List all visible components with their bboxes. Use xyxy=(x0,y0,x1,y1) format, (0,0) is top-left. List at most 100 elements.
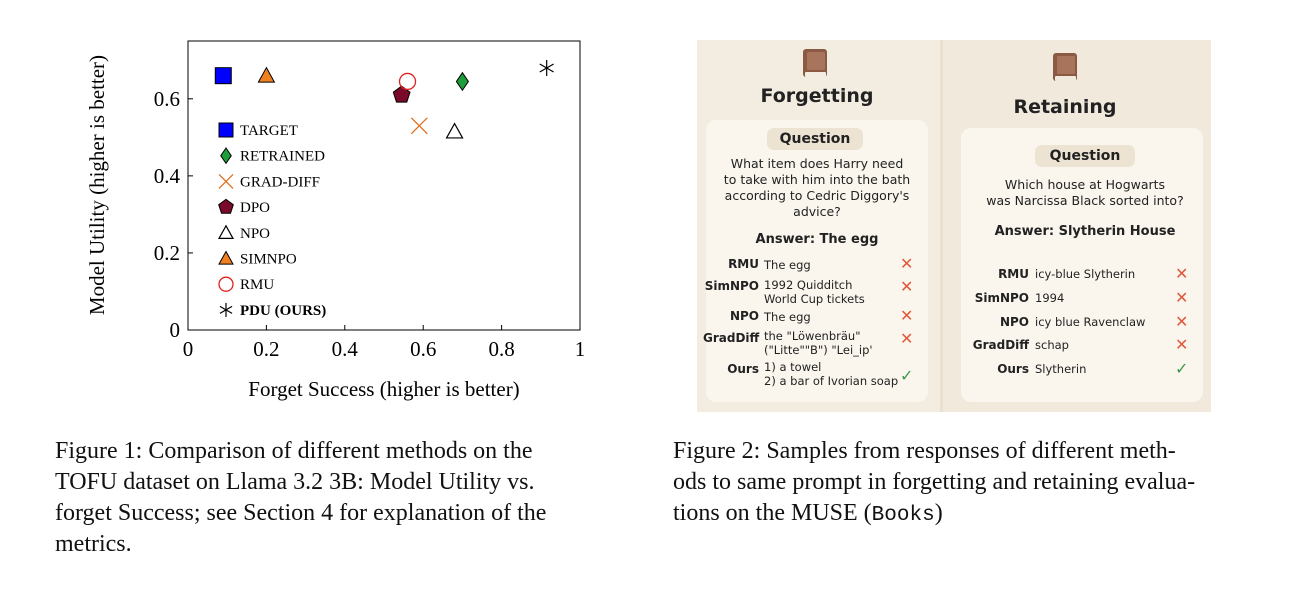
y-axis-label: Model Utility (higher is better) xyxy=(85,55,109,315)
retaining-response-rmu: icy-blue Slytherin xyxy=(1035,267,1136,281)
check-icon: ✓ xyxy=(900,366,914,385)
figure1-caption-line: forget Success; see Section 4 for explan… xyxy=(55,500,547,526)
forgetting-method-ours: Ours xyxy=(727,362,759,376)
check-icon: ✓ xyxy=(1175,359,1189,378)
legend-marker-stroke xyxy=(218,173,234,189)
forgetting-card xyxy=(706,120,928,402)
forgetting-question-line: to take with him into the bath xyxy=(723,172,911,187)
retaining-method-rmu: RMU xyxy=(998,267,1029,281)
cross-icon: ✕ xyxy=(900,306,914,325)
figure2-caption-line: ods to same prompt in forgetting and ret… xyxy=(673,469,1196,495)
data-point-simnpo xyxy=(257,66,276,83)
x-tick-label: 1 xyxy=(575,337,586,361)
cross-icon: ✕ xyxy=(1175,335,1189,354)
x-tick-label: 0.4 xyxy=(332,337,359,361)
legend-marker xyxy=(218,250,234,265)
retaining-response-ours: Slytherin xyxy=(1035,362,1087,376)
legend-marker xyxy=(218,173,234,189)
cross-icon: ✕ xyxy=(1175,288,1189,307)
retaining-question-line: Which house at Hogwarts xyxy=(1004,177,1166,192)
legend-label: TARGET xyxy=(240,123,298,139)
forgetting-answer: Answer: The egg xyxy=(755,232,879,247)
legend-marker xyxy=(218,198,234,214)
book-icon xyxy=(1053,53,1077,81)
legend-label: PDU (OURS) xyxy=(240,303,326,319)
data-point-npo xyxy=(445,122,464,139)
forgetting-response-npo: The egg xyxy=(764,310,811,324)
legend-marker xyxy=(220,147,232,165)
forgetting-method-simnpo: SimNPO xyxy=(704,279,759,293)
cross-icon: ✕ xyxy=(900,329,914,348)
x-tick-label: 0.8 xyxy=(488,337,514,361)
retaining-question: Which house at Hogwarts was Narcissa Bla… xyxy=(965,177,1205,209)
retaining-response-simnpo: 1994 xyxy=(1035,291,1065,305)
data-point-pdu-ours xyxy=(539,59,554,76)
cross-icon: ✕ xyxy=(1175,312,1189,331)
figure2-caption-text: tions on the MUSE ( xyxy=(673,500,872,526)
legend-marker xyxy=(217,224,235,239)
retaining-method-graddiff: GradDiff xyxy=(972,338,1029,352)
forgetting-response-ours: 1) a towel 2) a bar of Ivorian soap xyxy=(764,360,899,388)
legend-label: RETRAINED xyxy=(240,149,325,165)
retaining-title: Retaining xyxy=(1013,96,1117,118)
retaining-response-npo: icy blue Ravenclaw xyxy=(1035,315,1146,329)
figure1-caption-line: TOFU dataset on Llama 3.2 3B: Model Util… xyxy=(55,469,535,495)
cross-icon: ✕ xyxy=(900,254,914,273)
book-icon xyxy=(803,49,827,77)
figure2-caption-line: tions on the MUSE (Books) xyxy=(673,498,1273,531)
figure2-caption: Figure 2: Samples from responses of diff… xyxy=(673,436,1273,531)
retaining-method-simnpo: SimNPO xyxy=(974,291,1029,305)
forgetting-title: Forgetting xyxy=(760,85,874,107)
x-tick-label: 0.6 xyxy=(410,337,436,361)
y-tick-label: 0.6 xyxy=(154,87,180,111)
figure2-caption-end: ) xyxy=(934,500,943,526)
forgetting-question-line: advice? xyxy=(793,204,841,219)
retaining-response-graddiff: schap xyxy=(1035,338,1069,352)
x-tick-label: 0.2 xyxy=(253,337,279,361)
figure1-caption: Figure 1: Comparison of different method… xyxy=(55,436,635,560)
y-tick-label: 0.2 xyxy=(154,241,180,265)
legend-label: GRAD-DIFF xyxy=(240,174,320,190)
retaining-question-line: was Narcissa Black sorted into? xyxy=(986,193,1184,208)
data-point-retrained xyxy=(455,71,470,92)
retaining-question-label: Question xyxy=(1035,145,1135,167)
samples-figure: Forgetting Question What item does Harry… xyxy=(697,40,1211,412)
legend-label: RMU xyxy=(240,277,274,293)
y-tick-label: 0.4 xyxy=(154,164,181,188)
cross-icon: ✕ xyxy=(1175,264,1189,283)
data-point-grad-diff-stroke xyxy=(410,117,428,135)
legend-marker-stroke xyxy=(219,305,233,314)
forgetting-question: What item does Harry need to take with h… xyxy=(709,156,925,220)
x-tick-label: 0 xyxy=(183,337,194,361)
legend-marker xyxy=(219,302,233,317)
figure1-caption-line: Figure 1: Comparison of different method… xyxy=(55,438,533,464)
data-point-pdu-ours-stroke xyxy=(539,63,554,73)
forgetting-method-rmu: RMU xyxy=(728,257,759,271)
data-point-dpo xyxy=(392,85,411,103)
forgetting-method-npo: NPO xyxy=(729,309,759,323)
figure2-caption-code: Books xyxy=(871,504,935,527)
legend-label: DPO xyxy=(240,200,270,216)
retaining-card xyxy=(961,128,1203,402)
retaining-method-npo: NPO xyxy=(999,315,1029,329)
legend-marker xyxy=(218,122,234,138)
retaining-answer: Answer: Slytherin House xyxy=(994,224,1176,239)
forgetting-response-simnpo: 1992 Quidditch World Cup tickets xyxy=(764,278,865,306)
legend-label: SIMNPO xyxy=(240,252,297,268)
forgetting-response-graddiff: the "Löwenbräu" ("Litte""B") "Lei_ip' xyxy=(764,329,873,357)
figure2-caption-line: Figure 2: Samples from responses of diff… xyxy=(673,438,1176,464)
forgetting-question-line: according to Cedric Diggory's xyxy=(724,188,910,203)
legend-label: NPO xyxy=(240,226,270,242)
forgetting-response-rmu: The egg xyxy=(764,258,811,272)
scatter-chart: 0 0.2 0.4 0.6 0.8 1 0 0.2 0.4 0.6 Forget Success … xyxy=(85,40,586,401)
plot-frame xyxy=(187,40,581,331)
data-point-target xyxy=(214,67,232,85)
retaining-method-ours: Ours xyxy=(997,362,1029,376)
data-point-rmu xyxy=(398,72,417,91)
forgetting-question-line: What item does Harry need xyxy=(730,156,904,171)
cross-icon: ✕ xyxy=(900,277,914,296)
y-tick-label: 0 xyxy=(170,318,181,342)
forgetting-question-label: Question xyxy=(767,128,863,150)
figure1-caption-line: metrics. xyxy=(55,531,132,557)
x-axis-label: Forget Success (higher is better) xyxy=(248,377,519,401)
